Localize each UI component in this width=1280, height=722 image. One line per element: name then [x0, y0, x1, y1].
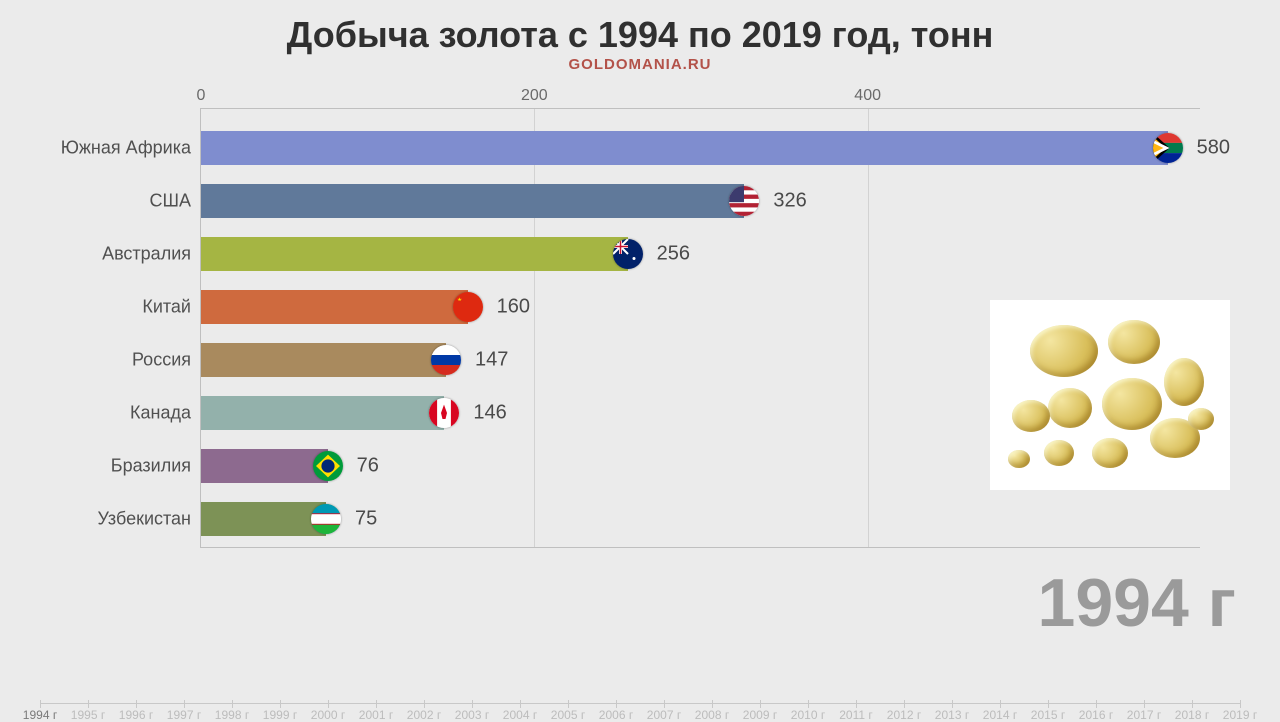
frame: Добыча золота с 1994 по 2019 год, тонн G…	[0, 0, 1280, 720]
timeline-tick	[1192, 700, 1193, 708]
timeline-tick	[1048, 700, 1049, 708]
timeline-tick	[280, 700, 281, 708]
timeline-tick	[616, 700, 617, 708]
bar-value: 146	[473, 402, 506, 425]
timeline-tick	[232, 700, 233, 708]
axis-tick-label: 0	[197, 87, 206, 105]
bar	[201, 502, 326, 536]
bar	[201, 396, 444, 430]
bar-row: Узбекистан75	[201, 502, 1200, 536]
timeline-tick	[424, 700, 425, 708]
gold-nugget-icon	[1030, 325, 1098, 377]
gold-nuggets-image	[990, 300, 1230, 490]
bar-label: Австралия	[102, 244, 191, 265]
timeline-tick	[904, 700, 905, 708]
bar	[201, 131, 1168, 165]
timeline-tick	[184, 700, 185, 708]
gold-nugget-icon	[1102, 378, 1162, 430]
flag-icon	[1153, 133, 1183, 163]
year-label: 1994 г	[1038, 564, 1237, 642]
bar-value: 75	[355, 508, 377, 531]
bar-value: 160	[497, 296, 530, 319]
timeline-tick	[952, 700, 953, 708]
timeline-tick	[568, 700, 569, 708]
bar	[201, 449, 328, 483]
timeline-tick	[472, 700, 473, 708]
axis-tick-label: 400	[854, 87, 881, 105]
bar-value: 256	[657, 243, 690, 266]
flag-icon	[313, 451, 343, 481]
gold-nugget-icon	[1164, 358, 1204, 406]
bar	[201, 290, 468, 324]
gold-nugget-icon	[1108, 320, 1160, 364]
bar-row: Южная Африка580	[201, 131, 1200, 165]
timeline-tick	[40, 700, 41, 708]
bar-label: США	[149, 191, 191, 212]
flag-icon	[613, 239, 643, 269]
axis-tick-label: 200	[521, 87, 548, 105]
gold-nugget-icon	[1048, 388, 1092, 428]
gold-nugget-icon	[1044, 440, 1074, 466]
flag-icon	[311, 504, 341, 534]
gold-nugget-icon	[1092, 438, 1128, 468]
bar-value: 147	[475, 349, 508, 372]
timeline-tick	[88, 700, 89, 708]
bar	[201, 184, 744, 218]
timeline-tick	[712, 700, 713, 708]
flag-icon	[729, 186, 759, 216]
timeline-tick	[760, 700, 761, 708]
bar-label: Канада	[130, 403, 191, 424]
gold-nugget-icon	[1008, 450, 1030, 468]
gold-nugget-icon	[1188, 408, 1214, 430]
timeline-tick	[1240, 700, 1241, 708]
bar-label: Бразилия	[111, 456, 191, 477]
bar-value: 76	[357, 455, 379, 478]
bar-label: Россия	[132, 350, 191, 371]
timeline-tick	[520, 700, 521, 708]
timeline-tick	[856, 700, 857, 708]
timeline-tick	[1000, 700, 1001, 708]
timeline-tick	[1144, 700, 1145, 708]
bar-row: США326	[201, 184, 1200, 218]
timeline-tick	[328, 700, 329, 708]
chart-subtitle: GOLDOMANIA.RU	[0, 56, 1280, 73]
flag-icon	[453, 292, 483, 322]
bar-label: Китай	[142, 297, 191, 318]
bar	[201, 237, 628, 271]
timeline-tick	[808, 700, 809, 708]
bar-label: Узбекистан	[97, 509, 191, 530]
timeline-tick	[664, 700, 665, 708]
flag-icon	[431, 345, 461, 375]
timeline-tick	[1096, 700, 1097, 708]
bar	[201, 343, 446, 377]
bar-value: 326	[773, 190, 806, 213]
chart-title: Добыча золота с 1994 по 2019 год, тонн	[0, 0, 1280, 56]
bar-label: Южная Африка	[61, 138, 191, 159]
timeline-tick	[376, 700, 377, 708]
gold-nugget-icon	[1012, 400, 1050, 432]
flag-icon	[429, 398, 459, 428]
bar-row: Австралия256	[201, 237, 1200, 271]
timeline-tick	[136, 700, 137, 708]
timeline: 1994 г1995 г1996 г1997 г1998 г1999 г2000…	[40, 703, 1240, 704]
bar-value: 580	[1197, 137, 1230, 160]
